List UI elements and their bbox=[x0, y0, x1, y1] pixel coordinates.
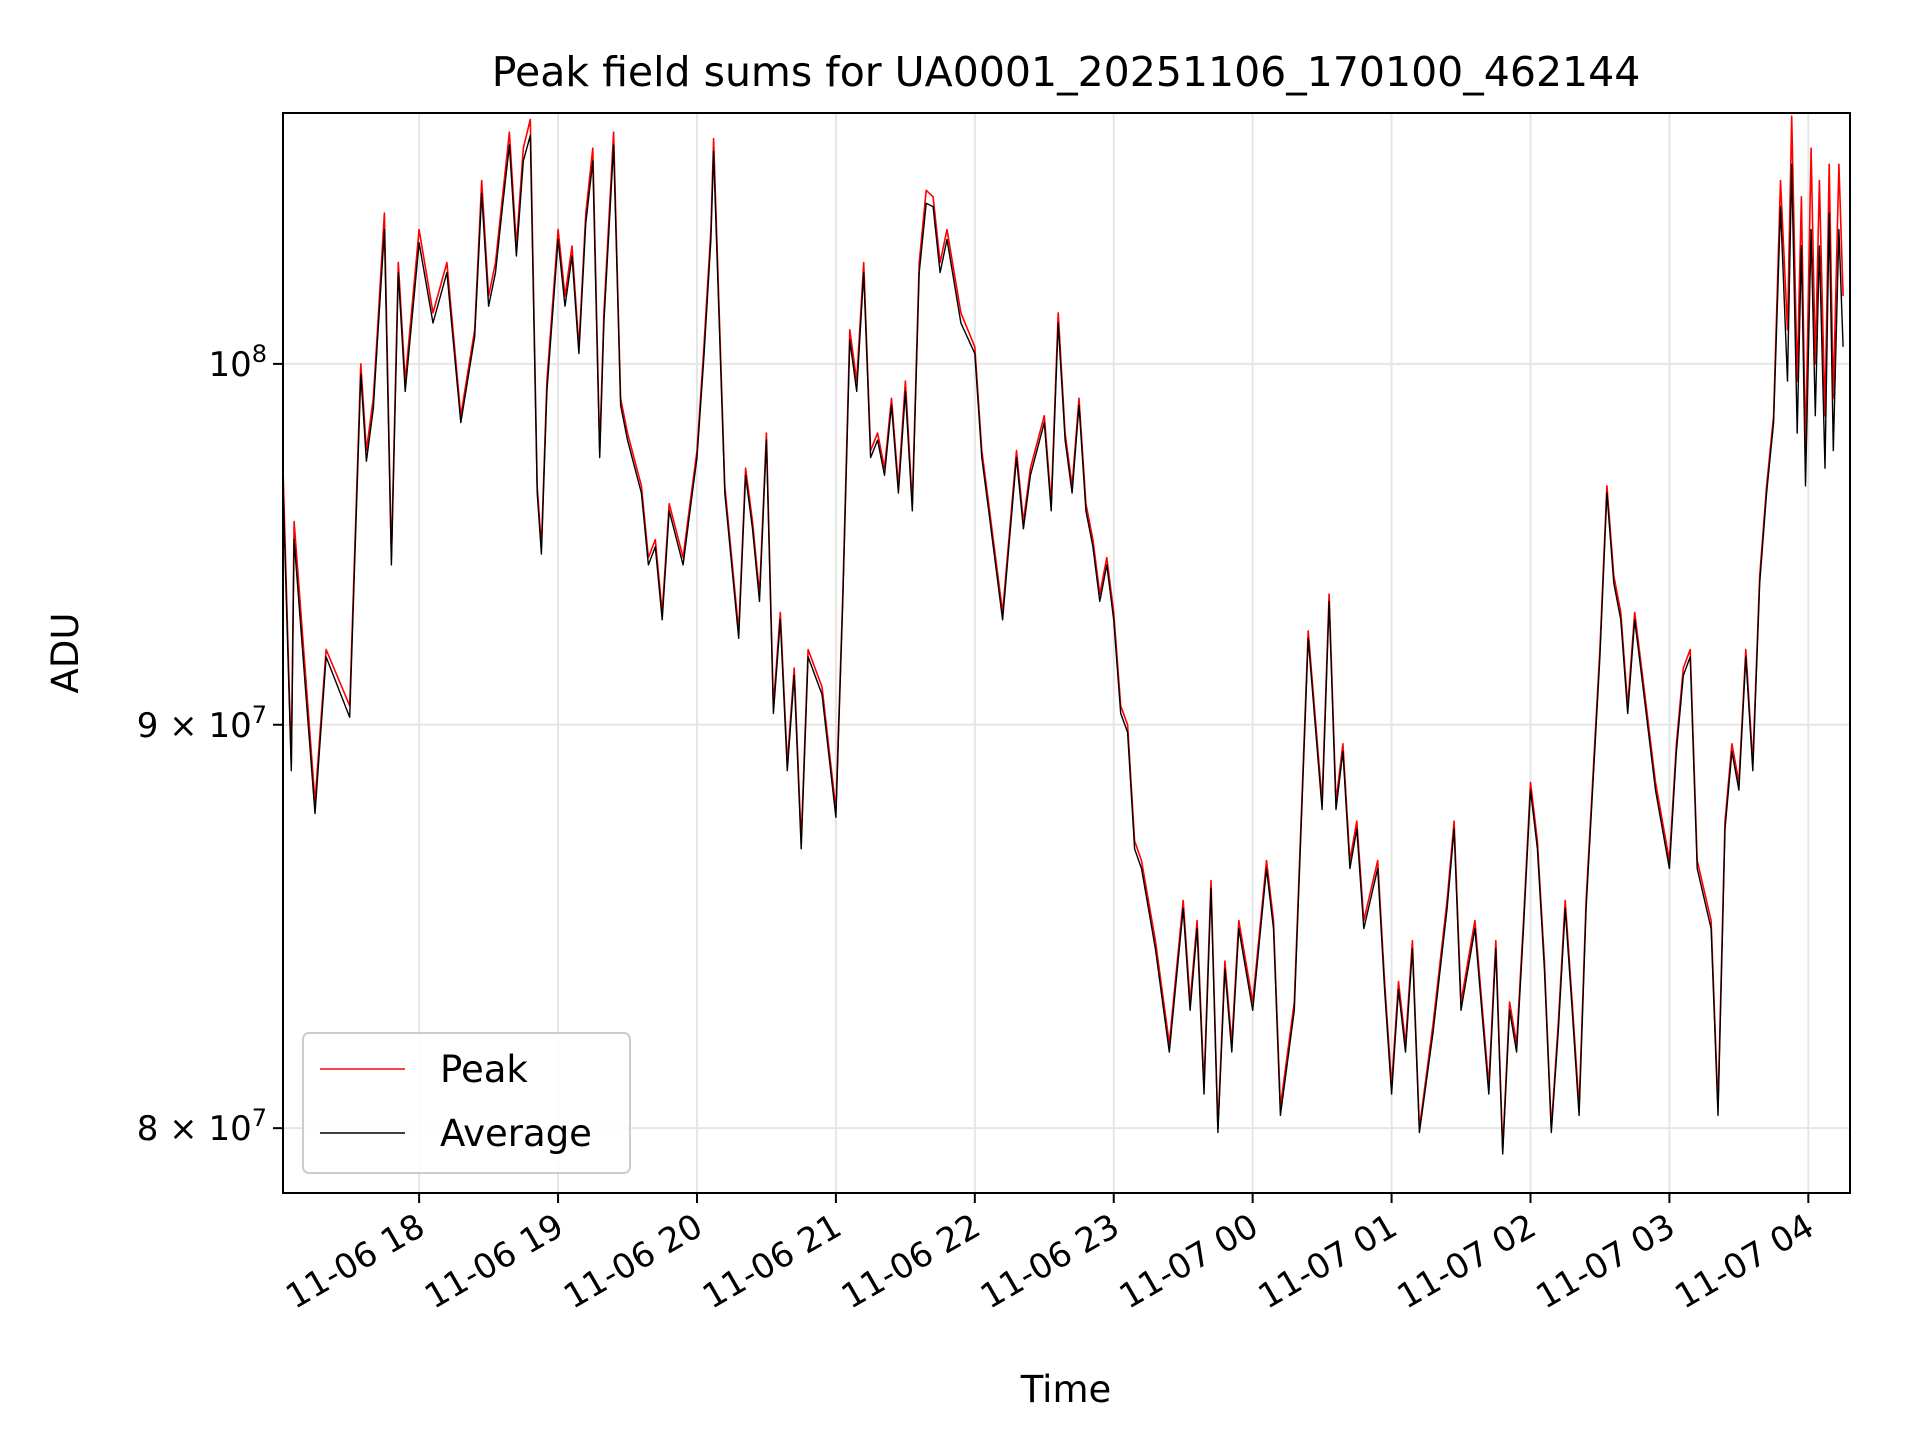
y-tick-label: 9 × 107 bbox=[137, 701, 267, 746]
x-tick-label: 11-06 22 bbox=[835, 1206, 987, 1317]
y-tick-label: 108 bbox=[208, 340, 267, 385]
y-tick-base: 10 bbox=[208, 706, 251, 746]
series-line-peak bbox=[282, 115, 1844, 1151]
x-tick-label: 11-06 21 bbox=[696, 1206, 848, 1317]
x-tick-label: 11-07 02 bbox=[1391, 1206, 1543, 1317]
y-tick-base: 10 bbox=[208, 345, 251, 385]
y-tick-exponent: 8 bbox=[252, 340, 267, 368]
grid-lines bbox=[283, 113, 1850, 1193]
chart-title: Peak field sums for UA0001_20251106_1701… bbox=[492, 48, 1641, 96]
series-line-average bbox=[282, 134, 1844, 1155]
plot-area bbox=[282, 115, 1844, 1155]
y-tick-times: × bbox=[158, 1109, 208, 1149]
y-tick-mantissa: 9 bbox=[137, 706, 159, 746]
x-tick-label: 11-06 18 bbox=[279, 1206, 431, 1317]
legend: Peak Average bbox=[302, 1032, 631, 1174]
x-tick-label: 11-07 00 bbox=[1113, 1206, 1265, 1317]
axes-frame bbox=[282, 112, 1851, 1194]
y-tick-times: × bbox=[158, 706, 208, 746]
y-tick-exponent: 7 bbox=[252, 1104, 267, 1132]
x-tick-label: 11-07 04 bbox=[1668, 1206, 1820, 1317]
x-axis-label: Time bbox=[1020, 1368, 1112, 1411]
legend-box bbox=[302, 1032, 631, 1174]
legend-label-peak: Peak bbox=[440, 1048, 528, 1091]
x-tick-label: 11-07 01 bbox=[1252, 1206, 1404, 1317]
x-tick-label: 11-06 20 bbox=[557, 1206, 709, 1317]
x-tick-label: 11-07 03 bbox=[1530, 1206, 1682, 1317]
x-tick-label: 11-06 19 bbox=[418, 1206, 570, 1317]
y-tick-mantissa: 8 bbox=[137, 1109, 159, 1149]
legend-label-average: Average bbox=[440, 1112, 592, 1155]
x-tick-label: 11-06 23 bbox=[974, 1206, 1126, 1317]
y-axis-label: ADU bbox=[44, 613, 87, 694]
y-tick-base: 10 bbox=[208, 1109, 251, 1149]
y-tick-exponent: 7 bbox=[252, 701, 267, 729]
y-tick-label: 8 × 107 bbox=[137, 1104, 267, 1149]
